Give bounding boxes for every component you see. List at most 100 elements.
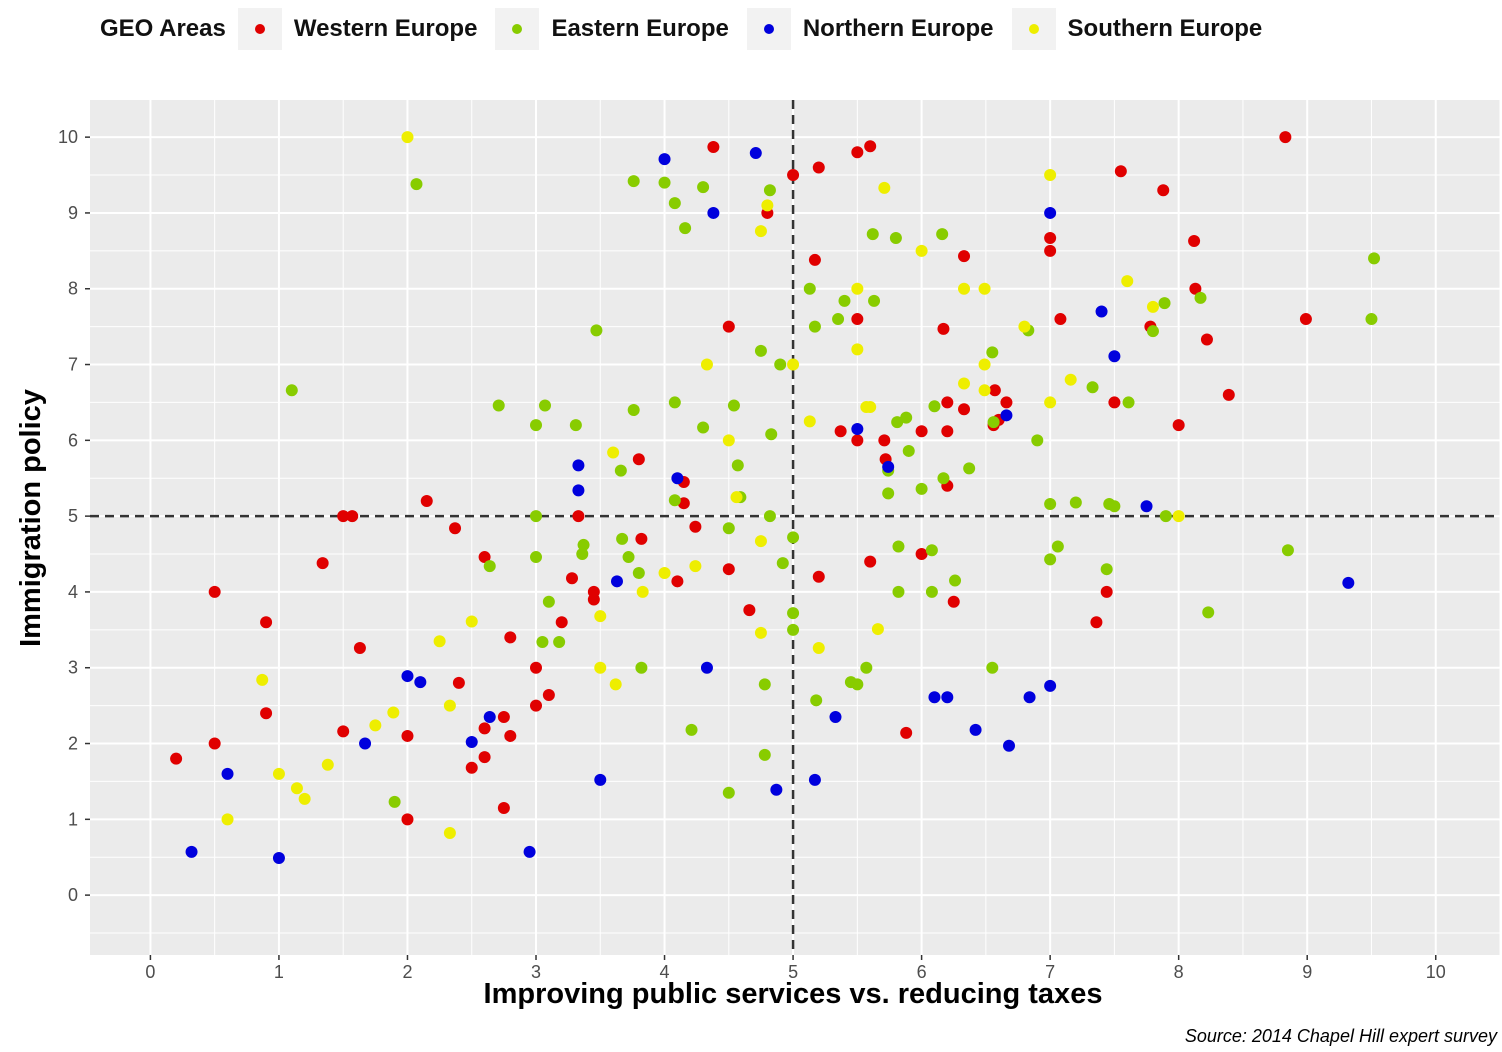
data-point — [208, 585, 221, 598]
data-point — [221, 767, 234, 780]
data-point — [928, 400, 941, 413]
data-point — [770, 783, 783, 796]
data-point — [969, 723, 982, 736]
legend-label: Western Europe — [293, 15, 478, 42]
data-point — [565, 572, 578, 585]
plot-panel — [90, 100, 1500, 955]
data-point — [497, 801, 510, 814]
data-point — [700, 661, 713, 674]
data-point — [812, 642, 825, 655]
data-point — [260, 616, 273, 629]
data-point — [915, 482, 928, 495]
data-point — [1114, 165, 1127, 178]
data-point — [1279, 131, 1292, 144]
data-point — [614, 464, 627, 477]
data-point — [754, 344, 767, 357]
data-point — [1044, 231, 1057, 244]
data-point — [610, 575, 623, 588]
y-tick-label: 6 — [68, 430, 78, 450]
data-point — [925, 544, 938, 557]
data-point — [594, 610, 607, 623]
legend-key — [495, 8, 540, 50]
data-point — [1157, 184, 1170, 197]
data-point — [722, 563, 735, 576]
data-point — [420, 494, 433, 507]
data-point — [761, 199, 774, 212]
data-point — [889, 231, 902, 244]
data-point — [754, 535, 767, 548]
data-point — [1069, 496, 1082, 509]
data-point — [803, 415, 816, 428]
data-point — [978, 282, 991, 295]
data-point — [834, 425, 847, 438]
data-point — [1044, 206, 1057, 219]
data-point — [542, 595, 555, 608]
data-point — [478, 722, 491, 735]
data-point — [936, 228, 949, 241]
data-point — [731, 459, 744, 472]
data-point — [449, 522, 462, 535]
data-point — [1031, 434, 1044, 447]
data-point — [730, 491, 743, 504]
data-point — [553, 635, 566, 648]
data-point — [290, 782, 303, 795]
x-tick-label: 2 — [402, 962, 412, 982]
data-point — [878, 181, 891, 194]
data-point — [776, 557, 789, 570]
data-point — [1044, 498, 1057, 511]
data-point — [707, 206, 720, 219]
data-point — [285, 384, 298, 397]
data-point — [576, 548, 589, 561]
data-point — [388, 795, 401, 808]
data-point — [577, 538, 590, 551]
data-point — [387, 706, 400, 719]
data-point — [298, 792, 311, 805]
data-point — [787, 623, 800, 636]
data-point — [478, 551, 491, 564]
data-point — [401, 813, 414, 826]
data-point — [530, 551, 543, 564]
data-point — [1158, 297, 1171, 310]
data-point — [1108, 350, 1121, 363]
data-point — [758, 748, 771, 761]
data-point — [632, 566, 645, 579]
data-point — [851, 146, 864, 159]
data-point — [658, 153, 671, 166]
data-point — [1086, 381, 1099, 394]
data-point — [915, 244, 928, 257]
data-point — [900, 726, 913, 739]
data-point — [958, 403, 971, 416]
data-point — [864, 140, 877, 153]
data-point — [369, 719, 382, 732]
data-point — [727, 399, 740, 412]
data-point — [401, 670, 414, 683]
data-point — [337, 725, 350, 738]
data-point — [808, 773, 821, 786]
data-point — [851, 343, 864, 356]
data-point — [722, 786, 735, 799]
data-point — [1194, 291, 1207, 304]
series-western-europe — [170, 131, 1312, 826]
data-point — [572, 484, 585, 497]
legend-label: Northern Europe — [802, 15, 994, 42]
data-point — [594, 773, 607, 786]
legend-dot-icon — [254, 24, 265, 34]
caption: Source: 2014 Chapel Hill expert survey — [1185, 1026, 1498, 1046]
data-point — [1146, 325, 1159, 338]
x-tick-label: 5 — [788, 962, 798, 982]
data-point — [465, 736, 478, 749]
x-tick-label: 3 — [531, 962, 541, 982]
data-point — [1172, 510, 1185, 523]
data-point — [1281, 544, 1294, 557]
y-tick-label: 10 — [58, 127, 78, 147]
data-point — [627, 404, 640, 417]
data-point — [851, 422, 864, 435]
data-point — [465, 761, 478, 774]
data-point — [609, 678, 622, 691]
data-point — [590, 324, 603, 337]
data-point — [860, 661, 873, 674]
data-point — [536, 635, 549, 648]
data-point — [1140, 500, 1153, 513]
data-point — [208, 737, 221, 750]
